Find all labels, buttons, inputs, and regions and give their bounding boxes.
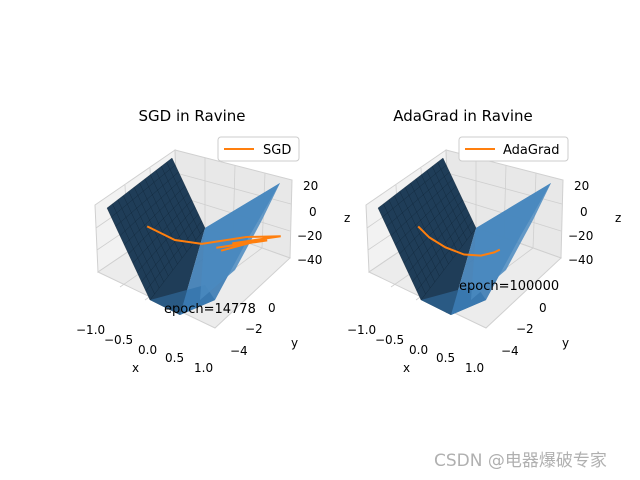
surface-mesh [106, 157, 206, 301]
mesh-line [382, 164, 447, 218]
y-tick-label: −2 [516, 322, 534, 336]
x-tick-label: 0.0 [138, 343, 157, 357]
legend-label: SGD [263, 143, 291, 158]
x-tick-label: −1.0 [347, 323, 376, 337]
mesh-line [149, 227, 206, 301]
legend-label: AdaGrad [503, 143, 560, 158]
mesh-line [132, 199, 192, 264]
mesh-line [141, 213, 199, 282]
z-axis: 20 0 −20 −40 z [568, 179, 621, 267]
y-tick-label: 0 [268, 301, 276, 315]
mesh-line [412, 213, 470, 282]
z-tick-label: 20 [574, 179, 589, 193]
x-tick-label: 0.5 [436, 351, 455, 365]
adagrad-trajectory-line [417, 225, 501, 257]
mesh-line [128, 192, 189, 255]
sgd-panel: SGD in Ravine 20 0 −20 −40 [76, 107, 350, 375]
z-tick-label: 0 [580, 205, 588, 219]
legend-box [217, 136, 300, 162]
y-axis-label: y [562, 336, 569, 350]
x-tick-label: −1.0 [76, 323, 105, 337]
x-tick-label: 1.0 [465, 361, 484, 375]
mesh-line [119, 178, 183, 236]
z-tick-label: 20 [303, 179, 318, 193]
y-tick-label: −2 [245, 322, 263, 336]
x-axis: −1.0 −0.5 0.0 0.5 1.0 x [347, 323, 484, 375]
x-tick-label: 0.0 [409, 343, 428, 357]
y-tick-label: −4 [230, 344, 248, 358]
z-axis-label: z [615, 211, 621, 225]
y-tick-label: −4 [501, 344, 519, 358]
mesh-line [145, 220, 202, 291]
legend: AdaGrad [458, 136, 569, 162]
x-tick-label: 1.0 [194, 361, 213, 375]
mesh-line [390, 178, 454, 236]
surface-mesh [377, 157, 477, 301]
z-tick-label: −20 [568, 229, 593, 243]
z-axis: 20 0 −20 −40 z [297, 179, 350, 267]
mesh-line [386, 171, 450, 227]
sgd-trajectory-line [146, 225, 281, 252]
chart-title: AdaGrad in Ravine [393, 107, 533, 125]
chart-title: SGD in Ravine [139, 107, 246, 125]
x-axis-label: x [132, 361, 139, 375]
x-tick-label: 0.5 [165, 351, 184, 365]
mesh-line [407, 206, 467, 273]
x-axis-label: x [403, 361, 410, 375]
mesh-line [420, 227, 477, 301]
x-axis: −1.0 −0.5 0.0 0.5 1.0 x [76, 323, 213, 375]
y-axis: 0 −2 −4 y [230, 301, 298, 358]
mesh-line [115, 171, 179, 227]
z-tick-label: −40 [297, 253, 322, 267]
mesh-line [395, 185, 457, 245]
watermark: CSDN @电器爆破专家 [434, 451, 607, 471]
adagrad-panel: AdaGrad in Ravine 20 0 −20 −40 [347, 107, 621, 375]
z-axis-label: z [344, 211, 350, 225]
mesh-line [136, 206, 196, 273]
mesh-line [399, 192, 460, 255]
z-tick-label: −20 [297, 229, 322, 243]
z-tick-label: −40 [568, 253, 593, 267]
mesh-line [124, 185, 186, 245]
mesh-line [403, 199, 463, 264]
mesh-line [106, 157, 173, 209]
mesh-line [111, 164, 176, 218]
z-tick-label: 0 [309, 205, 317, 219]
y-tick-label: 0 [539, 301, 547, 315]
epoch-annotation: epoch=14778 [164, 302, 256, 317]
x-tick-label: −0.5 [104, 333, 133, 347]
x-tick-label: −0.5 [375, 333, 404, 347]
y-axis: 0 −2 −4 y [501, 301, 569, 358]
y-axis-label: y [291, 336, 298, 350]
epoch-annotation: epoch=100000 [459, 279, 559, 294]
legend: SGD [217, 136, 300, 162]
legend-box [458, 136, 569, 162]
mesh-line [416, 220, 473, 291]
mesh-line [377, 157, 444, 209]
surface-right-face [471, 183, 551, 300]
